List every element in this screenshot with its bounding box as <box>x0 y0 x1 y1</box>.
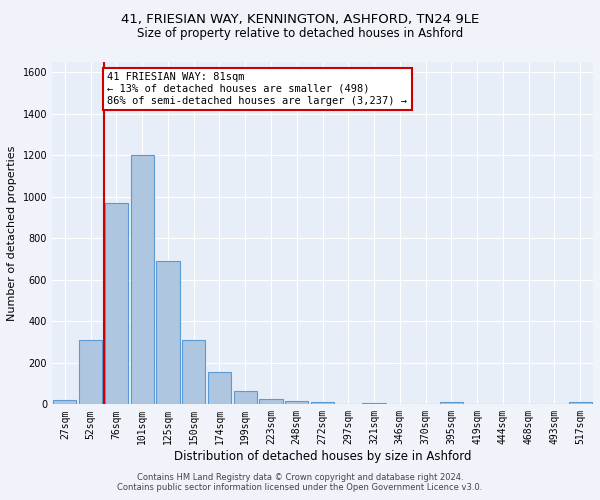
Bar <box>569 402 592 404</box>
Y-axis label: Number of detached properties: Number of detached properties <box>7 146 17 321</box>
Text: Contains HM Land Registry data © Crown copyright and database right 2024.
Contai: Contains HM Land Registry data © Crown c… <box>118 473 482 492</box>
Bar <box>157 261 179 404</box>
Bar <box>182 340 205 404</box>
Bar <box>259 399 283 404</box>
Bar <box>233 391 257 404</box>
Text: 41 FRIESIAN WAY: 81sqm
← 13% of detached houses are smaller (498)
86% of semi-de: 41 FRIESIAN WAY: 81sqm ← 13% of detached… <box>107 72 407 106</box>
Bar <box>105 203 128 404</box>
Bar <box>131 156 154 404</box>
Text: 41, FRIESIAN WAY, KENNINGTON, ASHFORD, TN24 9LE: 41, FRIESIAN WAY, KENNINGTON, ASHFORD, T… <box>121 12 479 26</box>
Bar <box>79 340 102 404</box>
Bar <box>208 372 231 404</box>
X-axis label: Distribution of detached houses by size in Ashford: Distribution of detached houses by size … <box>174 450 471 463</box>
Bar <box>440 402 463 404</box>
Text: Size of property relative to detached houses in Ashford: Size of property relative to detached ho… <box>137 28 463 40</box>
Bar <box>311 402 334 404</box>
Bar <box>53 400 76 404</box>
Bar <box>285 402 308 404</box>
